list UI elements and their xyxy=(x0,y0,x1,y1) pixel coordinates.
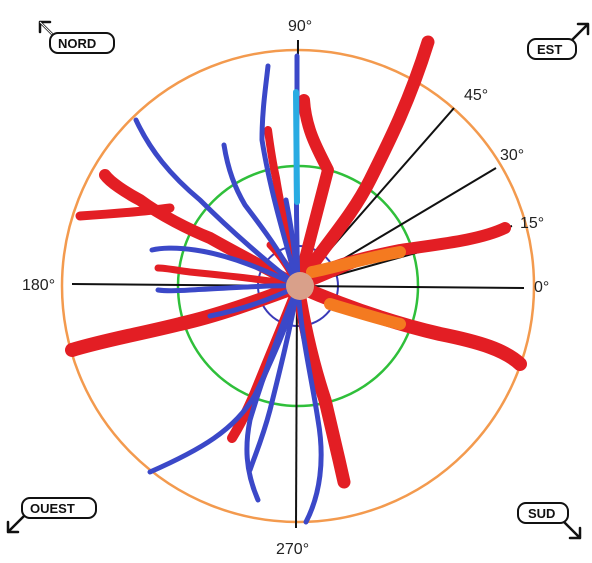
compass-est: EST xyxy=(527,22,590,60)
blue-lines xyxy=(133,53,324,525)
compass-ouest: OUEST xyxy=(6,497,97,534)
blue-line xyxy=(259,63,301,289)
compass-ouest-box xyxy=(21,497,97,519)
red-streak xyxy=(75,203,175,221)
red-streak xyxy=(292,94,334,292)
blue-line xyxy=(247,283,301,473)
compass-sud-box xyxy=(517,502,569,524)
orange-segment xyxy=(306,246,406,278)
red-streak xyxy=(291,279,527,371)
center-hub xyxy=(286,272,314,300)
blue-line xyxy=(133,117,301,289)
label-270: 270° xyxy=(276,541,309,558)
label-90: 90° xyxy=(288,18,312,35)
blue-line xyxy=(221,142,301,289)
compass-est-label: EST xyxy=(537,42,562,57)
red-streak xyxy=(291,35,435,293)
arrow-down-right-icon xyxy=(562,520,582,540)
label-45: 45° xyxy=(464,87,488,104)
blue-line xyxy=(149,245,301,289)
compass-nord-label: NORD xyxy=(58,36,96,51)
label-15: 15° xyxy=(520,215,544,232)
red-streak xyxy=(291,279,351,489)
red-streak xyxy=(65,279,305,357)
compass-nord: NORD xyxy=(38,20,115,54)
blue-line xyxy=(147,283,301,475)
red-streak xyxy=(99,169,304,292)
red-streak xyxy=(154,264,302,290)
compass-nord-box xyxy=(49,32,115,54)
compass-sud-label: SUD xyxy=(528,506,555,521)
arrow-up-right-icon xyxy=(570,22,590,42)
compass-sud: SUD xyxy=(517,502,582,540)
compass-est-box xyxy=(527,38,577,60)
compass-ouest-label: OUEST xyxy=(30,501,75,516)
blue-line xyxy=(295,283,324,525)
arrow-down-left-icon xyxy=(6,514,26,534)
label-180: 180° xyxy=(22,277,55,294)
cyan-segment xyxy=(293,89,300,205)
label-30: 30° xyxy=(500,147,524,164)
blue-line xyxy=(155,283,301,294)
orange-segment xyxy=(324,298,406,330)
label-0: 0° xyxy=(534,279,549,296)
